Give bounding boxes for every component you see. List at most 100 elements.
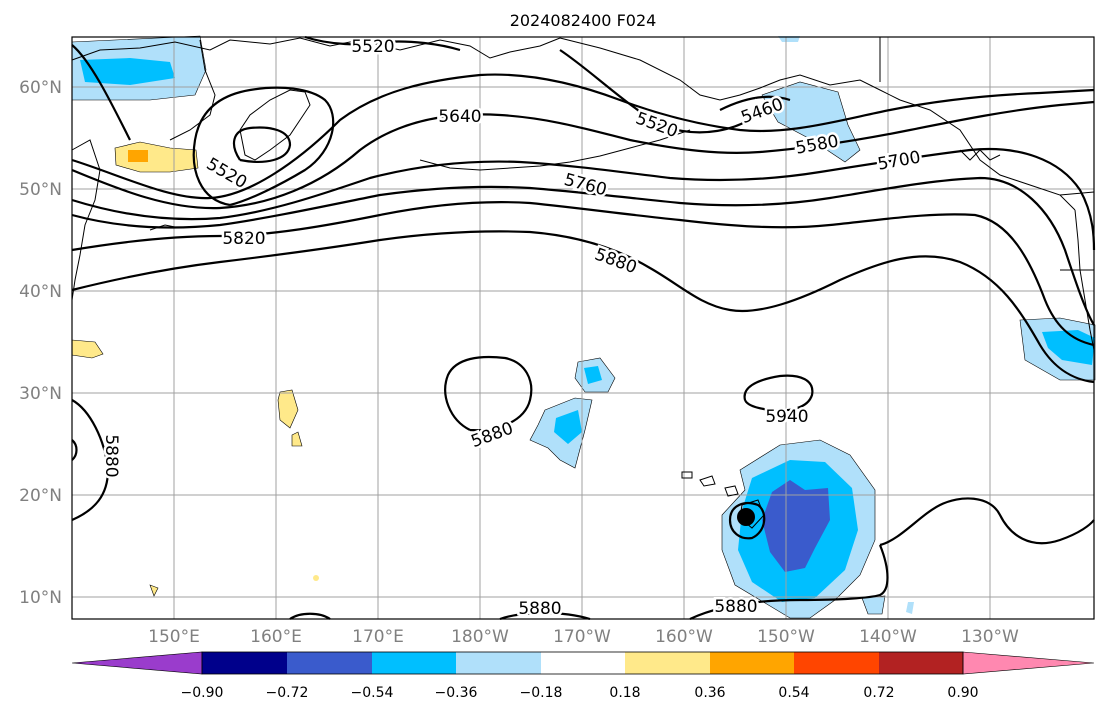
latitude-labels: 60°N 50°N 40°N 30°N 20°N 10°N <box>19 78 62 608</box>
contour-label-14: 5880 <box>518 599 561 619</box>
lon-label-150e: 150°E <box>148 627 200 647</box>
colorbar-tick-7: 0.36 <box>694 685 725 701</box>
colorbar-tick-8: 0.54 <box>778 685 809 701</box>
contour-5880-west <box>71 399 110 522</box>
colorbar-cell-1 <box>202 652 287 674</box>
colorbar-tick-1: −0.90 <box>181 685 224 701</box>
contour-label-6: 5580 <box>794 131 840 158</box>
colorbar-tick-9: 0.72 <box>863 685 894 701</box>
colorbar-cell-5 <box>541 652 625 674</box>
contour-5880-south <box>689 544 889 620</box>
shading-ne-blue <box>1042 330 1095 365</box>
colorbar-cell-6 <box>625 652 710 674</box>
longitude-labels: 150°E 160°E 170°E 180°W 170°W 160°W 150°… <box>148 627 1019 647</box>
colorbar-cell-8 <box>794 652 879 674</box>
colorbar-tick-5: −0.18 <box>520 685 563 701</box>
map-frame <box>71 36 1095 620</box>
contour-label-2: 5640 <box>438 107 481 127</box>
lon-label-140w: 140°W <box>859 627 917 647</box>
contour-label-9: 5820 <box>222 229 265 249</box>
shading-hawaii-edge <box>861 595 886 615</box>
contour-5520-east <box>559 49 761 134</box>
lat-label-20n: 20°N <box>19 486 62 506</box>
contour-5700 <box>71 148 1096 251</box>
colorbar-cell-7 <box>710 652 794 674</box>
lon-label-170w: 170°W <box>553 627 611 647</box>
lon-label-160w: 160°W <box>655 627 713 647</box>
contour-5880-west2 <box>71 439 78 461</box>
lon-label-150w: 150°W <box>757 627 815 647</box>
colorbar-cell-3 <box>372 652 456 674</box>
colorbar-tick-3: −0.54 <box>351 685 394 701</box>
contour-5880-loop <box>444 355 533 432</box>
shading-hawaii-edge2 <box>906 602 914 614</box>
island-marker <box>737 508 755 526</box>
shading-w-yellow4 <box>149 584 159 597</box>
lat-label-10n: 10°N <box>19 588 62 608</box>
coast-na-west <box>1074 209 1095 351</box>
contour-label-12: 5880 <box>101 434 121 477</box>
coast-hawaii4 <box>681 471 693 479</box>
contour-label-10: 5880 <box>592 245 639 279</box>
contour-5880-main <box>71 230 1095 384</box>
shading-nw-orange <box>128 150 148 162</box>
contour-west-loop <box>71 44 131 141</box>
contour-5940 <box>743 374 814 412</box>
coastlines <box>71 37 1095 529</box>
colorbar-tick-2: −0.72 <box>266 685 309 701</box>
contour-label-4: 5520 <box>633 109 680 143</box>
contour-5460 <box>719 95 791 111</box>
contour-label-11: 5880 <box>469 419 516 453</box>
shading-w-yellow1 <box>71 339 104 359</box>
colorbar-cell-9 <box>879 652 963 674</box>
contour-5880-s3 <box>289 612 331 620</box>
map-title: 2024082400 F024 <box>510 11 657 30</box>
coast-canada-border <box>1059 191 1095 196</box>
colorbar-tick-10: 0.90 <box>947 685 978 701</box>
colorbar-extend-high <box>962 651 1095 675</box>
lon-label-180w: 180°W <box>451 627 509 647</box>
contour-5820 <box>71 201 1095 347</box>
colorbar-cell-2 <box>287 652 372 674</box>
contour-label-1: 5520 <box>351 37 394 57</box>
lat-label-50n: 50°N <box>19 180 62 200</box>
contour-5640 <box>71 73 1095 200</box>
shading-w-yellow2 <box>277 389 299 429</box>
contour-5880-east <box>879 497 1095 547</box>
coast-hawaii1 <box>699 475 716 487</box>
lat-label-40n: 40°N <box>19 282 62 302</box>
gridlines <box>72 37 1094 619</box>
colorbar-frame <box>201 651 964 675</box>
contour-5580 <box>71 100 1095 210</box>
coast-kamchatka <box>239 89 311 161</box>
shading-c-blue1 <box>584 366 602 384</box>
shading-nw-blue <box>80 58 175 85</box>
contour-5880-s2 <box>499 611 591 621</box>
contour-5520-inner <box>232 126 292 163</box>
colorbar-tick-6: 0.18 <box>609 685 640 701</box>
colorbar-tick-4: −0.36 <box>435 685 478 701</box>
shading-w-yellow5 <box>313 575 319 581</box>
contour-5760 <box>71 176 1095 326</box>
contour-label-13: 5940 <box>765 407 808 427</box>
lon-label-160e: 160°E <box>250 627 302 647</box>
lat-label-30n: 30°N <box>19 384 62 404</box>
colorbar-cell-4 <box>456 652 541 674</box>
coast-hawaii2 <box>724 485 739 497</box>
shading-w-yellow3 <box>291 431 303 447</box>
coast-sakhalin-japan <box>71 139 101 301</box>
colorbar-extend-low <box>71 651 203 675</box>
height-contours <box>71 35 1096 621</box>
colorbar: −0.90 −0.72 −0.54 −0.36 −0.18 0.18 0.36 … <box>71 651 1095 701</box>
coast-alaska <box>559 37 1076 211</box>
contour-label-7: 5700 <box>876 147 922 174</box>
coast-asia-north <box>71 37 561 61</box>
contour-5520-low <box>192 86 335 207</box>
shading-hawaii-darkblue <box>762 480 830 572</box>
contour-5520-north <box>304 35 461 52</box>
shading-c-blue2 <box>554 410 582 444</box>
lon-label-130w: 130°W <box>961 627 1019 647</box>
contour-label-15: 5880 <box>714 597 757 617</box>
contour-hawaii-ring <box>728 502 766 540</box>
